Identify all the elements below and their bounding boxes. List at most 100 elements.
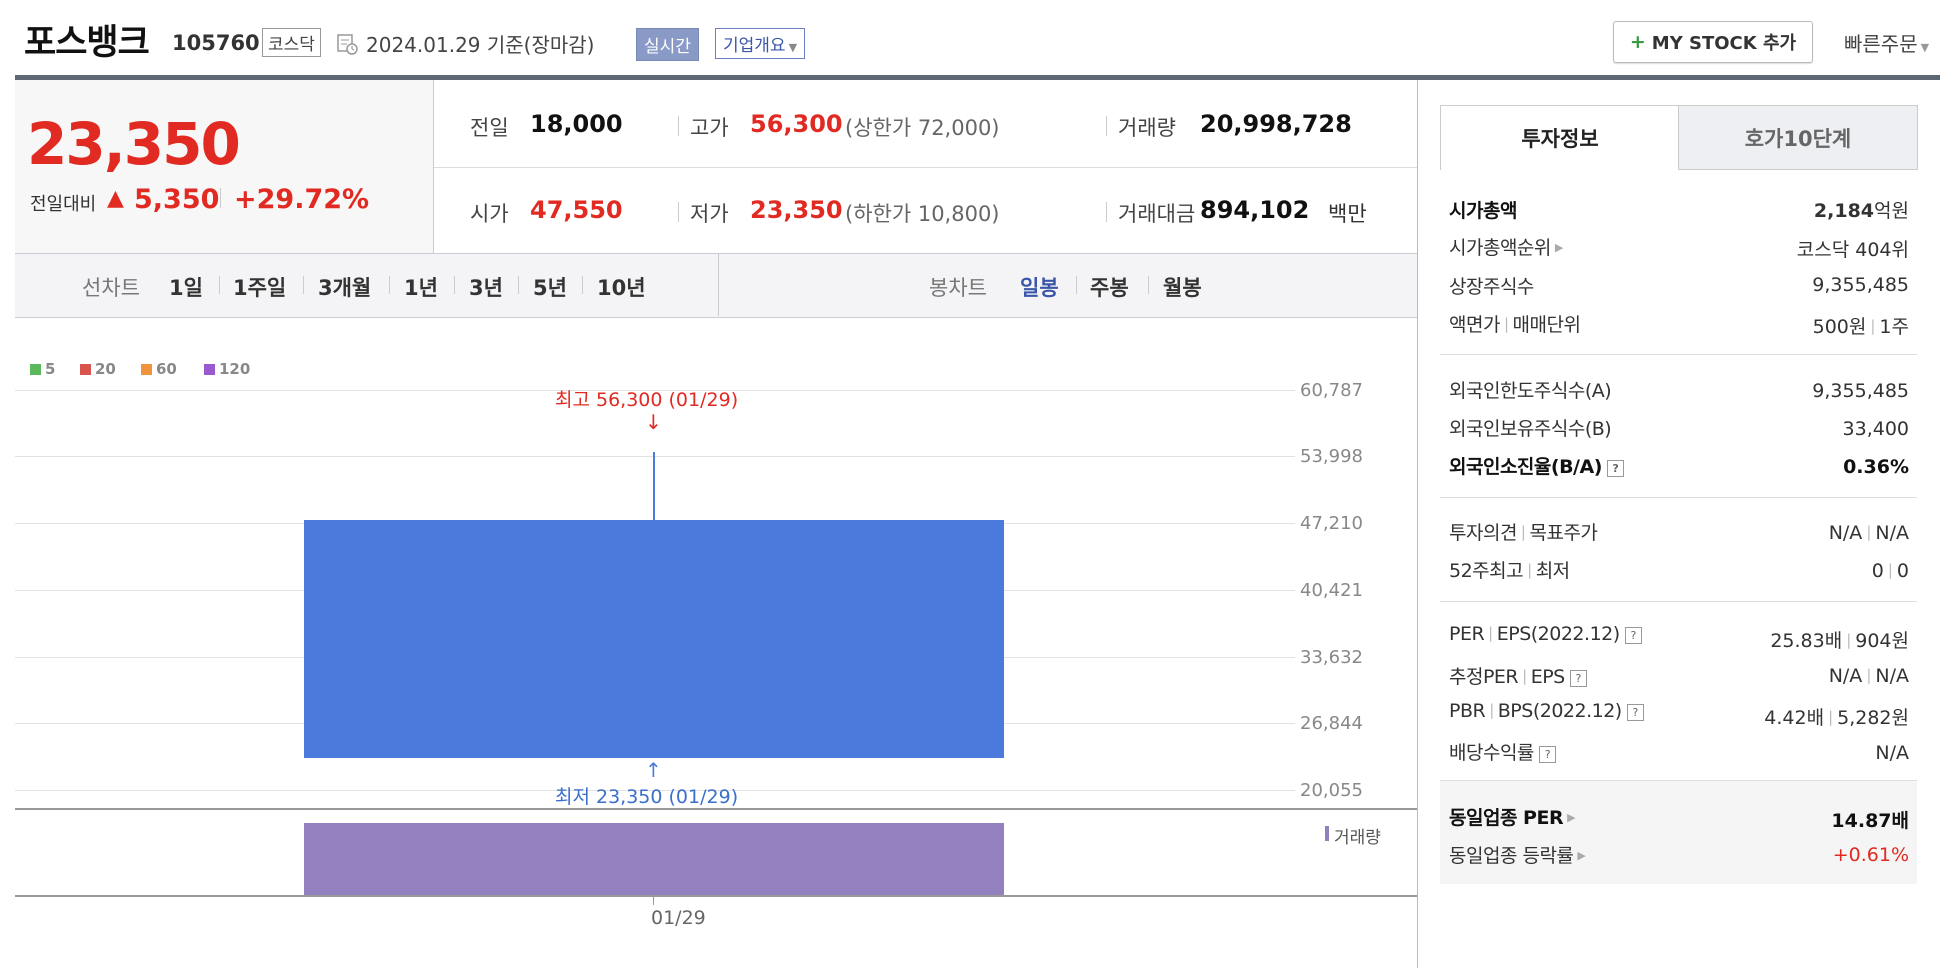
y-tick-label: 33,632 [1300, 647, 1363, 668]
period-3y[interactable]: 3년 [469, 276, 503, 300]
foreign-ratio-text: 외국인소진율(B/A) [1449, 456, 1602, 478]
market-cap-rank-label[interactable]: 시가총액순위 ▶ [1449, 233, 1563, 260]
legend-ma60-swatch [141, 364, 152, 375]
trade-amount-label: 거래대금 [1118, 202, 1196, 226]
tab-hoga-10[interactable]: 호가10단계 [1678, 105, 1918, 170]
candle-daily[interactable]: 일봉 [1020, 276, 1059, 300]
market-cap-rank-text: 시가총액순위 [1449, 237, 1551, 259]
dividend-text: 배당수익률 [1449, 742, 1534, 764]
eps-number: 904원 [1855, 630, 1909, 652]
divider: | [1828, 708, 1834, 726]
high-label: 고가 [690, 116, 729, 140]
help-icon[interactable]: ? [1624, 627, 1642, 644]
candle-weekly[interactable]: 주봉 [1090, 276, 1129, 300]
period-10y[interactable]: 10년 [597, 276, 646, 300]
add-my-stock-label: MY STOCK 추가 [1651, 33, 1797, 54]
foreign-ratio-value: 0.36% [1843, 456, 1909, 478]
face-value-number: 500원 [1812, 316, 1867, 338]
period-1w[interactable]: 1주일 [233, 276, 287, 300]
divider: | [1489, 701, 1494, 719]
divider [582, 276, 583, 294]
divider: | [1520, 523, 1526, 541]
bps-text: BPS(2022.12) [1497, 700, 1622, 722]
base-date: 2024.01.29 기준(장마감) [366, 33, 595, 57]
week52-high-number: 0 [1871, 560, 1884, 582]
low-label: 저가 [690, 202, 729, 226]
sector-per-value: 14.87배 [1831, 810, 1909, 832]
est-per-number: N/A [1828, 665, 1863, 687]
divider: | [1870, 317, 1876, 335]
candle-wick [653, 452, 655, 520]
market-cap-rank-value: 코스닥 404위 [1796, 239, 1909, 261]
per-number: 25.83배 [1770, 630, 1843, 652]
upper-limit: (상한가 72,000) [845, 116, 1000, 140]
legend-ma5: 5 [45, 360, 56, 378]
market-cap-value: 2,184억원 [1814, 196, 1909, 223]
y-tick-label: 26,844 [1300, 713, 1363, 734]
line-chart-label: 선차트 [82, 276, 140, 300]
pbr-text: PBR [1449, 700, 1486, 722]
price-panel [15, 80, 434, 254]
market-cap-label: 시가총액 [1449, 200, 1517, 222]
sector-change-label[interactable]: 동일업종 등락률 ▶ [1449, 841, 1586, 868]
period-5y[interactable]: 5년 [533, 276, 567, 300]
help-icon[interactable]: ? [1538, 746, 1556, 763]
divider [219, 276, 220, 294]
caret-right-icon: ▶ [1567, 811, 1576, 824]
pbr-label: PBR | BPS(2022.12)? [1449, 700, 1644, 722]
group-divider [1440, 780, 1917, 781]
open-value: 47,550 [530, 196, 623, 224]
candle-body[interactable] [304, 520, 1004, 758]
sector-change-value: +0.61% [1832, 844, 1909, 866]
legend-ma60: 60 [156, 360, 177, 378]
high-value: 56,300 [750, 110, 843, 138]
divider [1106, 202, 1107, 222]
divider [678, 116, 679, 136]
sector-per-label[interactable]: 동일업종 PER ▶ [1449, 803, 1576, 830]
week52-label: 52주최고 | 최저 [1449, 556, 1570, 583]
divider [303, 276, 304, 294]
quick-order-button[interactable]: 빠른주문 ▼ [1844, 28, 1929, 57]
est-per-label: 추정PER | EPS? [1449, 662, 1587, 689]
foreign-ratio-label: 외국인소진율(B/A)? [1449, 452, 1624, 479]
y-tick-label: 47,210 [1300, 513, 1363, 534]
per-label: PER | EPS(2022.12)? [1449, 623, 1642, 645]
divider: | [1846, 631, 1852, 649]
period-1d[interactable]: 1일 [169, 276, 203, 300]
est-eps-number: N/A [1875, 665, 1909, 687]
divider: | [1503, 315, 1509, 333]
divider [1076, 276, 1077, 294]
sector-box [1440, 781, 1917, 884]
period-1y[interactable]: 1년 [404, 276, 438, 300]
sector-change-text: 동일업종 등락률 [1449, 845, 1574, 867]
dropdown-arrow-icon: ▼ [1920, 41, 1930, 54]
down-arrow-icon: ↓ [645, 410, 662, 434]
volume-bar[interactable] [304, 823, 1004, 895]
legend-ma20: 20 [95, 360, 116, 378]
foreign-limit-value: 9,355,485 [1812, 380, 1909, 402]
divider: | [1527, 561, 1532, 579]
help-icon[interactable]: ? [1569, 670, 1587, 687]
change-label: 전일대비 [30, 194, 97, 215]
low-annotation: 최저 23,350 (01/29) [555, 786, 739, 808]
foreign-limit-label: 외국인한도주식수(A) [1449, 380, 1612, 402]
face-value-label: 액면가 | 매매단위 [1449, 310, 1581, 337]
est-eps-text: EPS [1530, 666, 1566, 688]
change-value: 5,350 [134, 184, 220, 215]
legend-ma5-swatch [30, 364, 41, 375]
market-badge: 코스닥 [262, 28, 321, 57]
lower-limit: (하한가 10,800) [845, 202, 1000, 226]
company-overview-button[interactable]: 기업개요 ▼ [715, 28, 806, 59]
panel-divider [1417, 80, 1418, 968]
up-arrow-icon: ↑ [645, 758, 662, 782]
up-triangle-icon: ▲ [107, 186, 124, 211]
tab-invest-info[interactable]: 투자정보 [1440, 105, 1680, 170]
volume-divider [15, 808, 1417, 810]
volume-label: 거래량 [1118, 116, 1176, 140]
help-icon[interactable]: ? [1606, 460, 1624, 477]
realtime-button[interactable]: 실시간 [636, 28, 699, 61]
add-my-stock-button[interactable]: + MY STOCK 추가 [1613, 21, 1813, 63]
period-3m[interactable]: 3개월 [318, 276, 372, 300]
candle-monthly[interactable]: 월봉 [1163, 276, 1202, 300]
help-icon[interactable]: ? [1626, 704, 1644, 721]
